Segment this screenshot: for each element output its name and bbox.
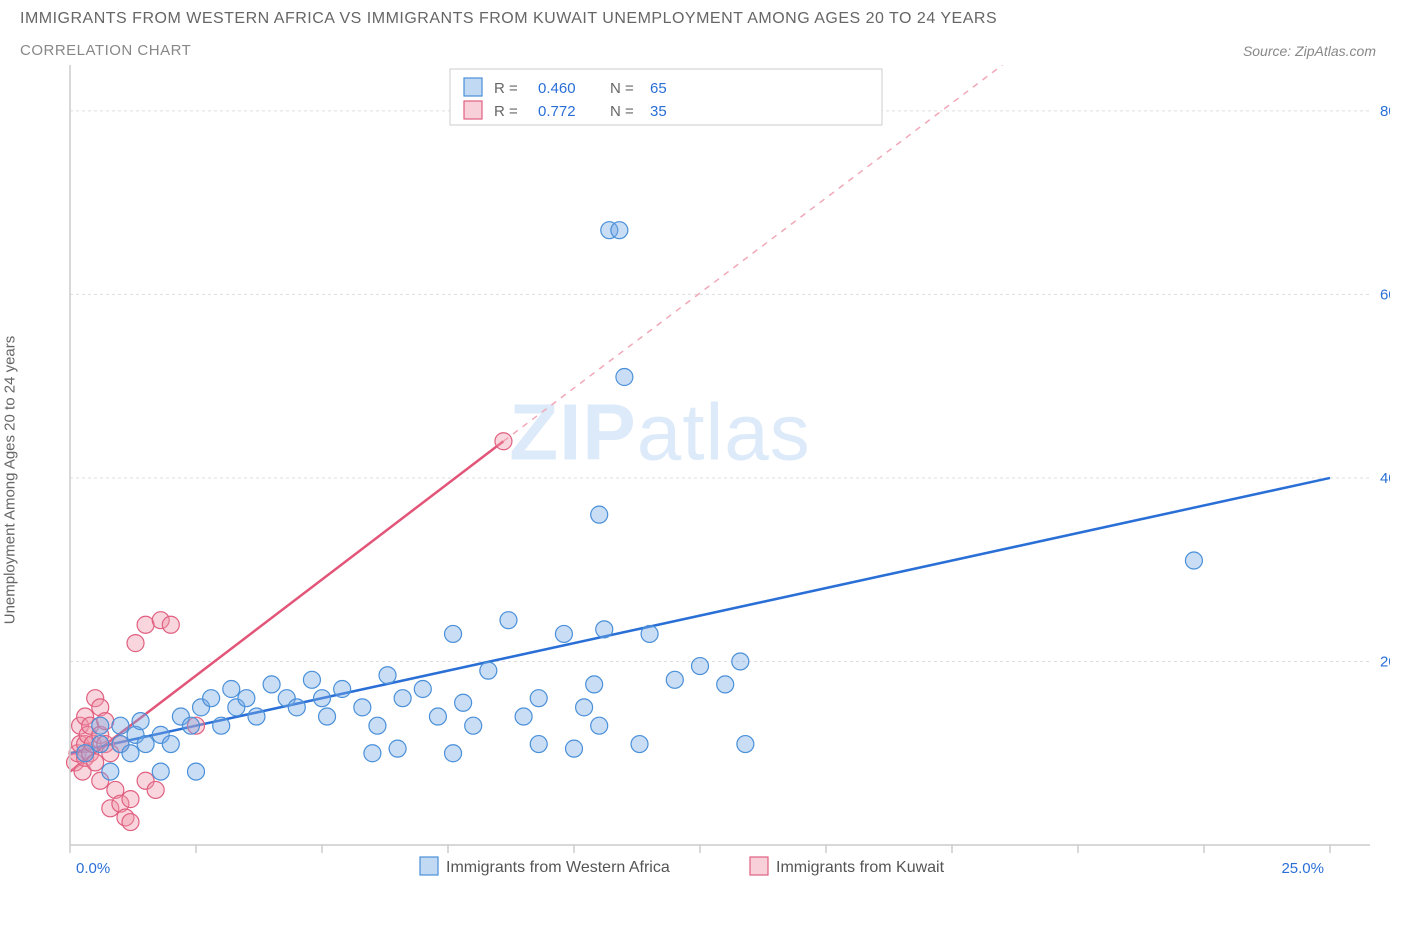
data-point: [238, 690, 255, 707]
legend-n-value: 35: [650, 103, 667, 120]
data-point: [555, 625, 572, 642]
data-point: [314, 690, 331, 707]
data-point: [127, 635, 144, 652]
source-label: Source: ZipAtlas.com: [1243, 43, 1376, 59]
data-point: [631, 736, 648, 753]
data-point: [530, 736, 547, 753]
y-tick-label: 60.0%: [1380, 286, 1390, 303]
data-point: [530, 690, 547, 707]
data-point: [319, 708, 336, 725]
data-point: [162, 616, 179, 633]
data-point: [641, 625, 658, 642]
data-point: [303, 671, 320, 688]
legend-swatch-blue: [464, 78, 482, 96]
data-point: [122, 745, 139, 762]
data-point: [137, 616, 154, 633]
bottom-legend-label: Immigrants from Kuwait: [776, 859, 945, 876]
scatter-plot: ZIPatlas 0.0% 25.0% 20.0% 40.0% 60.0% 80.0% R =…: [20, 65, 1390, 895]
legend-n-label: N =: [610, 103, 634, 120]
data-point: [162, 736, 179, 753]
data-point: [248, 708, 265, 725]
data-point: [122, 814, 139, 831]
data-point: [445, 745, 462, 762]
data-point: [591, 506, 608, 523]
data-point: [566, 740, 583, 757]
data-point: [364, 745, 381, 762]
data-point: [692, 658, 709, 675]
legend-r-label: R =: [494, 80, 518, 97]
data-point: [203, 690, 220, 707]
data-point: [445, 625, 462, 642]
bottom-legend-label: Immigrants from Western Africa: [446, 859, 670, 876]
data-point: [137, 736, 154, 753]
data-point: [429, 708, 446, 725]
data-point: [611, 222, 628, 239]
data-point: [414, 681, 431, 698]
data-point: [213, 717, 230, 734]
data-point: [455, 694, 472, 711]
legend-r-label: R =: [494, 103, 518, 120]
y-tick-label: 80.0%: [1380, 103, 1390, 120]
data-point: [591, 717, 608, 734]
data-point: [152, 763, 169, 780]
data-point: [379, 667, 396, 684]
data-point: [596, 621, 613, 638]
data-point: [369, 717, 386, 734]
x-tick-label: 0.0%: [76, 860, 110, 877]
chart-title: IMMIGRANTS FROM WESTERN AFRICA VS IMMIGR…: [20, 10, 1386, 28]
subtitle-row: CORRELATION CHART Source: ZipAtlas.com: [20, 42, 1376, 59]
data-point: [102, 763, 119, 780]
data-point: [495, 433, 512, 450]
legend-r-value: 0.460: [538, 80, 576, 97]
watermark: ZIPatlas: [509, 388, 810, 477]
data-point: [465, 717, 482, 734]
bottom-swatch-blue: [420, 857, 438, 875]
data-point: [586, 676, 603, 693]
data-point: [389, 740, 406, 757]
data-point: [354, 699, 371, 716]
data-point: [666, 671, 683, 688]
data-point: [182, 717, 199, 734]
data-point: [500, 612, 517, 629]
legend-r-value: 0.772: [538, 103, 576, 120]
chart-subtitle: CORRELATION CHART: [20, 42, 191, 59]
y-axis-label: Unemployment Among Ages 20 to 24 years: [2, 336, 19, 625]
data-point: [732, 653, 749, 670]
data-point: [737, 736, 754, 753]
data-point: [77, 745, 94, 762]
data-point: [122, 791, 139, 808]
data-point: [576, 699, 593, 716]
data-point: [188, 763, 205, 780]
data-point: [1185, 552, 1202, 569]
data-point: [223, 681, 240, 698]
data-point: [92, 717, 109, 734]
chart-area: Unemployment Among Ages 20 to 24 years Z…: [20, 65, 1390, 895]
y-tick-label: 40.0%: [1380, 470, 1390, 487]
legend-n-value: 65: [650, 80, 667, 97]
data-point: [263, 676, 280, 693]
data-point: [515, 708, 532, 725]
data-point: [288, 699, 305, 716]
data-point: [717, 676, 734, 693]
data-point: [147, 781, 164, 798]
data-point: [616, 369, 633, 386]
bottom-swatch-pink: [750, 857, 768, 875]
data-point: [92, 736, 109, 753]
data-point: [394, 690, 411, 707]
legend-n-label: N =: [610, 80, 634, 97]
x-tick-label: 25.0%: [1281, 860, 1324, 877]
data-point: [480, 662, 497, 679]
data-point: [132, 713, 149, 730]
y-tick-label: 20.0%: [1380, 653, 1390, 670]
legend-swatch-pink: [464, 101, 482, 119]
data-point: [334, 681, 351, 698]
data-point: [112, 717, 129, 734]
